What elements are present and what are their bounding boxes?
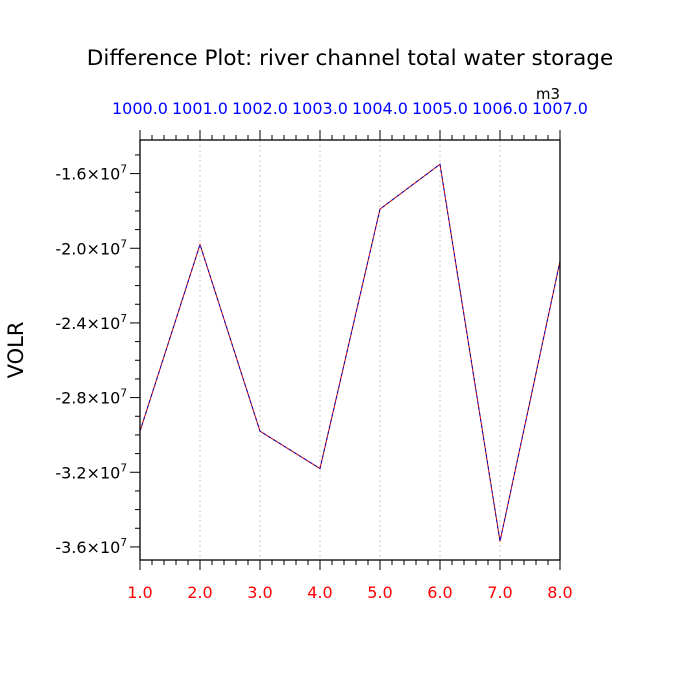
x-tick-label-top: 1007.0 — [532, 99, 588, 118]
y-tick-label: -3.2×107 — [55, 462, 127, 482]
x-tick-label-top: 1006.0 — [472, 99, 528, 118]
x-tick-label-top: 1003.0 — [292, 99, 348, 118]
x-tick-label-top: 1004.0 — [352, 99, 408, 118]
x-tick-label-bottom: 7.0 — [487, 583, 512, 602]
y-tick-label: -2.8×107 — [55, 388, 127, 408]
grid-lines — [199, 140, 501, 560]
units-label: m3 — [536, 85, 560, 103]
series-line-1 — [139, 163, 561, 542]
y-axis-label: VOLR — [4, 322, 28, 379]
x-tick-label-bottom: 1.0 — [127, 583, 152, 602]
chart-title: Difference Plot: river channel total wat… — [87, 46, 613, 71]
y-tick-label: -1.6×107 — [55, 164, 127, 184]
tick-labels: 1.0 2.0 3.0 4.0 5.0 6.0 7.0 8.0 1000.0 1001.0 1002… — [55, 99, 588, 602]
axes — [130, 130, 561, 570]
x-tick-label-bottom: 2.0 — [187, 583, 212, 602]
x-tick-label-bottom: 6.0 — [427, 583, 452, 602]
x-tick-label-bottom: 4.0 — [307, 583, 332, 602]
plot-frame — [139, 139, 561, 561]
x-tick-label-top: 1005.0 — [412, 99, 468, 118]
x-tick-label-bottom: 8.0 — [547, 583, 572, 602]
x-tick-label-top: 1000.0 — [112, 99, 168, 118]
x-tick-label-bottom: 5.0 — [367, 583, 392, 602]
y-tick-label: -3.6×107 — [55, 537, 127, 557]
y-tick-label: -2.4×107 — [55, 313, 127, 333]
series-line-2 — [139, 163, 561, 542]
x-tick-label-bottom: 3.0 — [247, 583, 272, 602]
y-tick-label: -2.0×107 — [55, 238, 127, 258]
x-tick-label-top: 1001.0 — [172, 99, 228, 118]
series-lines — [139, 163, 561, 542]
x-tick-label-top: 1002.0 — [232, 99, 288, 118]
